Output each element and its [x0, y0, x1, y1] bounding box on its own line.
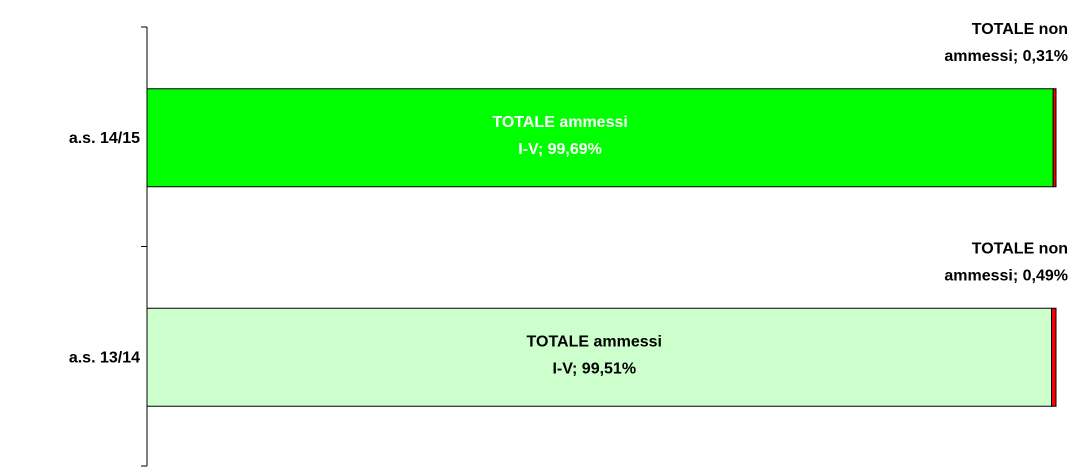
- data-label: TOTALE ammessi: [492, 114, 627, 131]
- data-label: TOTALE non: [972, 21, 1068, 38]
- data-label: TOTALE non: [972, 240, 1068, 257]
- bar-segment: [146, 88, 1054, 188]
- data-label: TOTALE ammessi: [527, 333, 662, 350]
- data-label: ammessi; 0,49%: [944, 267, 1068, 284]
- data-label: I-V; 99,69%: [518, 141, 602, 158]
- bar-segment: [1051, 307, 1057, 407]
- bar-segment: [1052, 88, 1057, 188]
- category-label: a.s. 13/14: [69, 349, 140, 366]
- bar-segment: [146, 307, 1053, 407]
- category-label: a.s. 14/15: [69, 130, 140, 147]
- data-label: ammessi; 0,31%: [944, 48, 1068, 65]
- data-label: I-V; 99,51%: [552, 360, 636, 377]
